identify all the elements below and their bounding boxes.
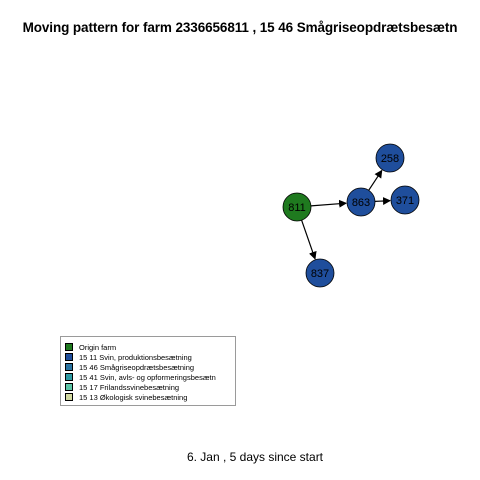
legend-label: 15 46 Smågriseopdrætsbesætning xyxy=(79,362,195,372)
legend-label: 15 17 Frilandssvinebesætning xyxy=(79,382,180,392)
plot-title: Moving pattern for farm 2336656811 , 15 … xyxy=(22,20,458,35)
edge-863-258 xyxy=(368,169,383,191)
legend-list: Origin farm 15 11 Svin, produktionsbesætn… xyxy=(61,337,235,402)
legend-swatch xyxy=(65,393,73,401)
legend-label: 15 11 Svin, produktionsbesætning xyxy=(79,352,192,362)
edge-863-371 xyxy=(374,197,392,205)
legend-item: 15 11 Svin, produktionsbesætning xyxy=(65,352,235,362)
legend-item: Origin farm xyxy=(65,342,235,352)
node-circle xyxy=(346,187,376,217)
node-label: 811 xyxy=(288,202,306,214)
legend-swatch xyxy=(65,343,73,351)
node-circle xyxy=(390,185,420,215)
edge-811-837 xyxy=(301,220,317,260)
legend-label: 15 41 Svin, avls- og opformeringsbesætn xyxy=(79,372,216,382)
node-circle xyxy=(375,143,405,173)
node-label: 258 xyxy=(381,153,399,165)
legend-swatch xyxy=(65,363,73,371)
node-863: 863 xyxy=(346,187,376,217)
node-371: 371 xyxy=(390,185,420,215)
node-837: 837 xyxy=(305,258,335,288)
plot-subtitle: 6. Jan , 5 days since start xyxy=(186,450,324,464)
legend-item: 15 13 Økologisk svinebesætning xyxy=(65,392,235,402)
edges-layer xyxy=(301,169,392,260)
node-label: 371 xyxy=(396,195,414,207)
legend-item: 15 17 Frilandssvinebesætning xyxy=(65,382,235,392)
node-label: 863 xyxy=(352,197,370,209)
node-circle xyxy=(282,192,312,222)
nodes-layer: 811 863 258 371 837 xyxy=(282,143,420,288)
legend-item: 15 41 Svin, avls- og opformeringsbesætn xyxy=(65,372,235,382)
legend-label: 15 13 Økologisk svinebesætning xyxy=(79,392,188,402)
legend-swatch xyxy=(65,373,73,381)
node-label: 837 xyxy=(311,268,329,280)
legend-label: Origin farm xyxy=(79,342,117,352)
legend: Origin farm 15 11 Svin, produktionsbesætn… xyxy=(60,336,236,406)
legend-item: 15 46 Smågriseopdrætsbesætning xyxy=(65,362,235,372)
node-258: 258 xyxy=(375,143,405,173)
node-circle xyxy=(305,258,335,288)
legend-swatch xyxy=(65,383,73,391)
edge-811-863 xyxy=(310,199,348,208)
legend-swatch xyxy=(65,353,73,361)
node-811: 811 xyxy=(282,192,312,222)
